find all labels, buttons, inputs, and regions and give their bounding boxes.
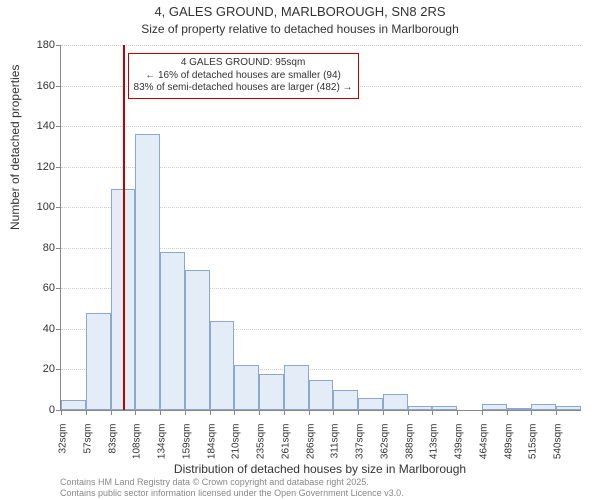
annotation-line: 83% of semi-detached houses are larger (… [134,82,353,95]
ytick-mark [56,369,61,370]
ytick-label: 180 [5,39,55,51]
histogram-bar [210,321,235,410]
xtick-mark [234,410,235,415]
histogram-bar [507,408,532,410]
histogram-bar [408,406,433,410]
xtick-mark [457,410,458,415]
xtick-mark [259,410,260,415]
xtick-mark [358,410,359,415]
ytick-label: 120 [5,161,55,173]
ytick-label: 0 [5,404,55,416]
ytick-mark [56,207,61,208]
ytick-label: 80 [5,242,55,254]
xtick-mark [309,410,310,415]
histogram-bar [531,404,556,410]
xtick-mark [160,410,161,415]
credits-line-2: Contains public sector information licen… [60,488,404,498]
ytick-label: 20 [5,363,55,375]
ytick-label: 140 [5,120,55,132]
xtick-mark [111,410,112,415]
plot-area: 02040608010012014016018032sqm57sqm83sqm1… [60,45,581,411]
ytick-mark [56,329,61,330]
histogram-bar [234,365,259,410]
annotation-line: ← 16% of detached houses are smaller (94… [134,70,353,83]
histogram-bar [86,313,111,410]
histogram-bar [556,406,581,410]
histogram-bar [482,404,507,410]
ytick-mark [56,167,61,168]
histogram-bar [185,270,210,410]
ytick-label: 60 [5,282,55,294]
xtick-mark [531,410,532,415]
histogram-bar [61,400,86,410]
histogram-bar [284,365,309,410]
histogram-bar [432,406,457,410]
ytick-label: 160 [5,80,55,92]
xtick-mark [482,410,483,415]
chart-title-main: 4, GALES GROUND, MARLBOROUGH, SN8 2RS [0,4,600,19]
xtick-mark [432,410,433,415]
ytick-mark [56,126,61,127]
annotation-box: 4 GALES GROUND: 95sqm← 16% of detached h… [128,53,359,99]
chart-container: 4, GALES GROUND, MARLBOROUGH, SN8 2RS Si… [0,0,600,500]
ytick-mark [56,45,61,46]
xtick-mark [408,410,409,415]
ytick-label: 100 [5,201,55,213]
histogram-bar [358,398,383,410]
credits-text: Contains HM Land Registry data © Crown c… [60,477,404,498]
ytick-label: 40 [5,323,55,335]
histogram-bar [259,374,284,411]
xtick-mark [284,410,285,415]
histogram-bar [383,394,408,410]
xtick-mark [383,410,384,415]
annotation-line: 4 GALES GROUND: 95sqm [134,57,353,70]
credits-line-1: Contains HM Land Registry data © Crown c… [60,477,404,487]
xtick-mark [210,410,211,415]
histogram-bar [333,390,358,410]
x-axis-label: Distribution of detached houses by size … [60,462,580,476]
xtick-mark [61,410,62,415]
xtick-mark [333,410,334,415]
reference-line [123,45,125,410]
ytick-mark [56,86,61,87]
gridline [61,45,581,46]
xtick-mark [507,410,508,415]
xtick-mark [185,410,186,415]
chart-title-sub: Size of property relative to detached ho… [0,22,600,36]
ytick-mark [56,288,61,289]
histogram-bar [309,380,334,410]
xtick-mark [86,410,87,415]
histogram-bar [160,252,185,410]
gridline [61,126,581,127]
xtick-mark [135,410,136,415]
ytick-mark [56,248,61,249]
xtick-mark [556,410,557,415]
histogram-bar [135,134,160,410]
